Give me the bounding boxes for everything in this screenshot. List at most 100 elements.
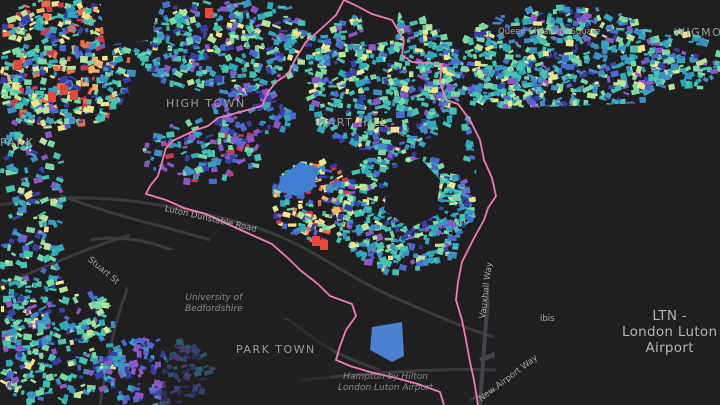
- building-block: [571, 49, 578, 54]
- airport-hotel-block: [370, 322, 404, 362]
- building-block: [438, 205, 445, 212]
- building-block: [50, 38, 60, 44]
- building-block: [576, 59, 583, 67]
- building-block: [51, 356, 63, 366]
- building-block: [416, 73, 425, 81]
- building-block: [332, 134, 341, 139]
- building-block: [12, 297, 17, 304]
- building-block: [22, 29, 28, 33]
- building-block: [484, 44, 494, 52]
- building-block: [377, 148, 387, 156]
- building-block: [352, 121, 362, 128]
- building-block: [36, 116, 42, 124]
- building-block: [336, 231, 342, 237]
- building-block: [359, 162, 367, 169]
- building-block: [574, 44, 579, 51]
- building-block: [11, 227, 18, 236]
- building-block: [247, 163, 253, 170]
- building-block: [276, 73, 281, 78]
- building-block: [5, 87, 10, 92]
- building-block: [112, 344, 121, 351]
- building-block: [81, 82, 89, 87]
- building-block: [2, 49, 11, 56]
- building-block: [650, 53, 660, 60]
- building-block: [564, 23, 572, 27]
- building-block: [26, 50, 37, 58]
- building-block: [643, 56, 651, 64]
- building-block: [423, 83, 428, 87]
- building-block: [47, 139, 56, 148]
- building-block: [103, 66, 109, 72]
- building-block: [49, 26, 58, 34]
- building-block: [630, 19, 636, 24]
- building-block: [567, 73, 572, 77]
- building-block: [393, 250, 398, 258]
- building-block: [308, 104, 315, 111]
- building-block: [614, 84, 623, 92]
- building-block: [370, 200, 376, 205]
- building-block: [13, 230, 23, 238]
- building-block: [279, 125, 287, 134]
- building-block: [369, 73, 377, 80]
- building-block: [198, 153, 208, 160]
- building-block: [428, 52, 438, 59]
- building-block: [328, 80, 333, 85]
- building-block: [363, 168, 372, 177]
- building-block: [43, 20, 49, 25]
- building-block: [381, 138, 392, 145]
- building-block: [347, 43, 354, 49]
- building-block: [630, 60, 637, 67]
- building-block: [165, 36, 171, 44]
- building-block: [445, 186, 454, 195]
- building-block: [605, 92, 613, 99]
- building-block: [367, 99, 372, 104]
- building-block: [165, 131, 175, 138]
- building-block: [43, 312, 50, 321]
- building-block: [272, 120, 282, 130]
- building-block: [201, 69, 208, 75]
- building-block: [3, 95, 11, 99]
- building-block: [531, 36, 540, 45]
- building-block: [241, 35, 246, 42]
- building-block: [324, 168, 333, 174]
- building-block: [401, 148, 407, 155]
- building-block: [223, 0, 231, 6]
- building-block: [349, 241, 356, 249]
- building-block: [323, 77, 329, 83]
- building-block: [403, 97, 410, 105]
- building-block: [492, 60, 498, 67]
- building-block: [378, 42, 383, 46]
- building-block: [277, 32, 286, 39]
- building-block: [438, 100, 446, 108]
- building-block: [279, 103, 284, 110]
- building-block: [30, 155, 39, 163]
- building-block: [150, 41, 159, 49]
- building-block: [348, 16, 360, 26]
- building-block: [153, 26, 162, 32]
- building-block: [242, 9, 249, 14]
- building-block: [464, 214, 475, 224]
- building-block: [604, 65, 611, 72]
- building-block: [617, 12, 623, 17]
- building-block: [354, 68, 365, 76]
- building-block: [215, 16, 224, 22]
- building-block: [11, 143, 18, 151]
- building-block: [342, 229, 351, 234]
- building-block: [494, 90, 501, 96]
- building-block: [16, 351, 23, 359]
- building-block: [521, 17, 532, 26]
- building-block: [625, 33, 636, 42]
- building-block: [173, 48, 179, 56]
- building-block: [635, 65, 642, 73]
- building-block: [6, 106, 17, 115]
- building-block: [31, 85, 38, 91]
- building-block: [220, 6, 229, 12]
- building-block: [254, 45, 259, 52]
- building-block: [635, 40, 642, 44]
- building-block: [697, 71, 706, 77]
- building-block: [313, 82, 319, 89]
- building-block: [331, 53, 335, 58]
- building-block: [374, 219, 383, 227]
